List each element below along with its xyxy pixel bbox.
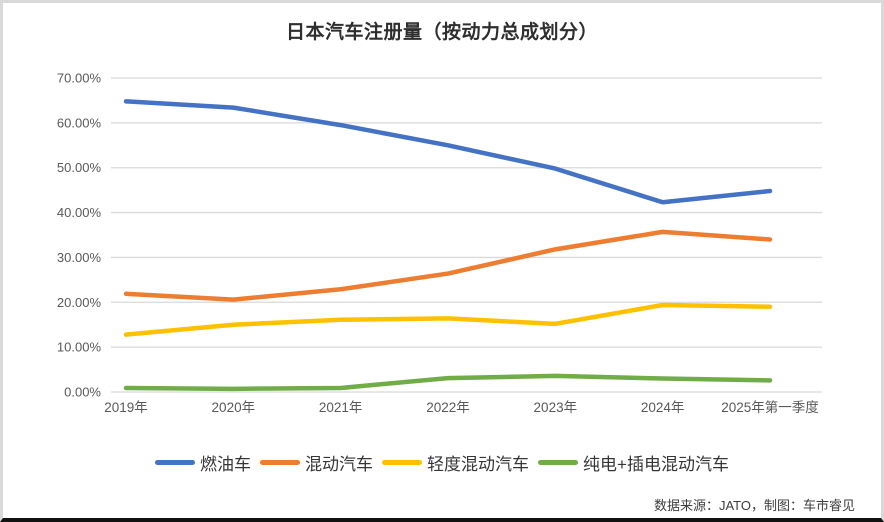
legend-swatch-icon (382, 459, 423, 465)
y-tick-label: 60.00% (57, 115, 102, 130)
x-tick-label: 2022年 (426, 400, 470, 415)
x-tick-label: 2021年 (319, 400, 363, 415)
legend-label: 纯电+插电混动汽车 (583, 454, 729, 474)
legend-label: 轻度混动汽车 (427, 454, 530, 474)
legend-label: 混动汽车 (305, 454, 374, 474)
series-line-燃油车 (123, 99, 773, 205)
y-tick-label: 0.00% (64, 385, 101, 400)
legend-swatch-icon (155, 459, 196, 465)
source-note: 数据来源：JATO，制图：车市睿见 (653, 498, 855, 513)
legend-item-燃油车: 燃油车 (155, 450, 251, 475)
legend: 燃油车 混动汽车 轻度混动汽车 纯电+插电混动汽车 (3, 449, 881, 475)
x-tick-label: 2024年 (641, 400, 685, 415)
series-line-轻度混动汽车 (123, 302, 773, 337)
series-line-纯电+插电混动汽车 (123, 373, 773, 392)
legend-item-轻度混动汽车: 轻度混动汽车 (382, 450, 529, 475)
x-tick-label: 2025年第一季度 (721, 399, 819, 415)
y-tick-label: 50.00% (57, 160, 102, 175)
y-tick-label: 70.00% (57, 71, 102, 86)
y-tick-label: 30.00% (57, 250, 102, 265)
y-tick-label: 20.00% (57, 295, 102, 310)
legend-label: 燃油车 (200, 454, 252, 474)
x-tick-label: 2023年 (534, 400, 578, 415)
legend-swatch-icon (260, 459, 301, 465)
y-tick-label: 40.00% (57, 205, 102, 220)
x-tick-label: 2019年 (104, 400, 148, 415)
legend-item-混动汽车: 混动汽车 (260, 450, 373, 475)
series-line-混动汽车 (123, 229, 773, 302)
legend-swatch-icon (538, 459, 579, 465)
y-tick-label: 10.00% (57, 340, 102, 355)
line-chart: 0.00% 10.00% 20.00% 30.00% 40.00% 50.00% 60.00… (57, 71, 822, 415)
x-tick-label: 2020年 (212, 400, 256, 415)
legend-item-纯电+插电混动汽车: 纯电+插电混动汽车 (538, 450, 729, 475)
chart-title: 日本汽车注册量（按动力总成划分） (285, 22, 598, 43)
